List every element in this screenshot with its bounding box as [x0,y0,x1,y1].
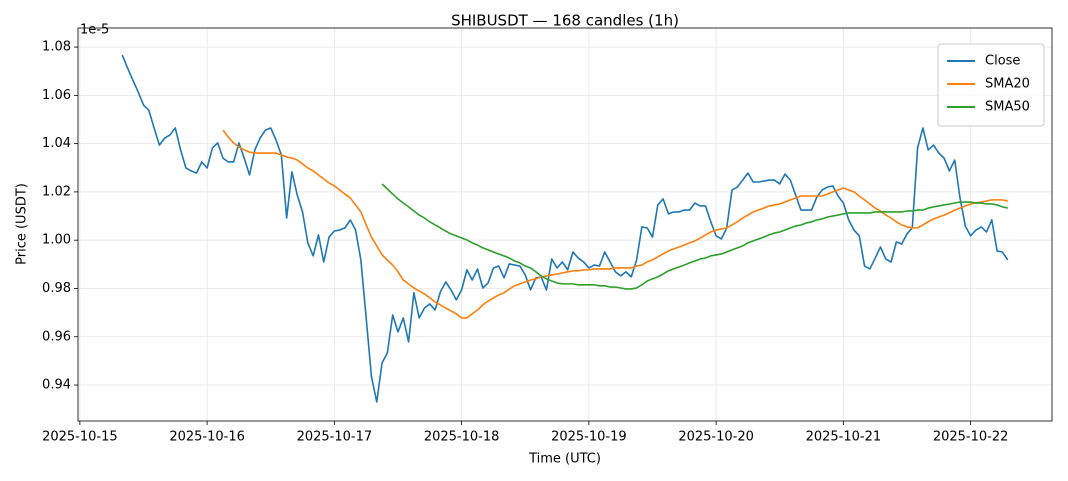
legend-label: SMA50 [985,100,1030,115]
y-tick-label: 0.96 [42,329,71,344]
y-tick-label: 1.04 [42,136,71,151]
y-scale-label: 1e-5 [80,23,109,38]
plot-frame [77,27,1053,422]
x-tick-label: 2025-10-19 [551,430,627,445]
y-tick-label: 1.08 [42,40,71,55]
legend-box [937,43,1045,127]
series-line [121,54,1009,403]
x-tick-label: 2025-10-17 [297,430,373,445]
y-tick-label: 0.98 [42,281,71,296]
legend: Close SMA20 SMA50 [937,43,1045,127]
x-tick-label: 2025-10-22 [933,430,1009,445]
y-tick-label: 1.02 [42,184,71,199]
chart-title: SHIBUSDT — 168 candles (1h) [451,12,679,30]
series-line [381,183,1008,290]
series-line [222,129,1008,319]
x-axis-label: Time (UTC) [528,452,601,467]
y-tick-label: 0.94 [42,378,71,393]
y-tick-label: 1.06 [42,88,71,103]
x-tick-label: 2025-10-15 [42,430,118,445]
x-tick-label: 2025-10-20 [678,430,754,445]
legend-label: Close [985,54,1020,69]
legend-label: SMA20 [985,77,1030,92]
x-tick-label: 2025-10-16 [169,430,245,445]
y-axis-label: Price (USDT) [15,183,30,265]
x-tick-label: 2025-10-21 [806,430,882,445]
x-tick-label: 2025-10-18 [424,430,500,445]
y-tick-label: 1.00 [42,233,71,248]
